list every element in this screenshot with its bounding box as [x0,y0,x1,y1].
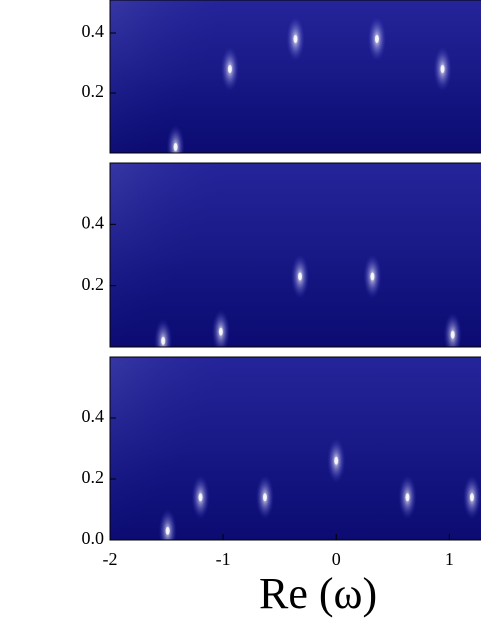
peak-core [173,143,178,151]
corner-glow [110,163,280,347]
y-tick-label: 0.2 [82,81,105,101]
x-tick-label: 0 [332,549,341,569]
peak-core [405,493,410,502]
x-tick-label: -2 [103,549,118,569]
peak-core [165,526,170,535]
peak [166,125,185,153]
peak-core [218,327,223,336]
y-tick-label: 0.2 [82,467,105,487]
y-tick-label: 0.0 [82,528,105,548]
peak [158,508,177,540]
peak-core [293,35,298,43]
panel-frame [109,0,481,154]
peak-core [370,272,375,281]
y-tick-label: 0.2 [82,274,105,294]
peak-core [334,456,339,465]
peak-core [440,65,445,73]
panel [110,357,481,540]
peak [154,318,173,347]
peak-core [374,35,379,43]
corner-glow [110,357,280,540]
y-tick-label: 0.4 [82,212,105,232]
peak-core [450,330,455,339]
panel-frame [109,162,481,348]
x-axis-label: Re (ω) [259,569,377,618]
x-tick-label: -1 [216,549,231,569]
panel-frame [109,356,481,541]
panel [110,0,481,153]
peak-core [198,493,203,502]
peak-core [262,493,267,502]
peak [443,312,462,347]
peak-core [227,65,232,73]
corner-glow [110,0,280,153]
y-tick-label: 0.4 [82,406,105,426]
x-tick-label: 1 [445,549,454,569]
peak-core [469,493,474,502]
peak-core [298,272,303,281]
panel [110,163,481,347]
y-tick-label: 0.4 [82,21,105,41]
peak-core [161,336,166,345]
